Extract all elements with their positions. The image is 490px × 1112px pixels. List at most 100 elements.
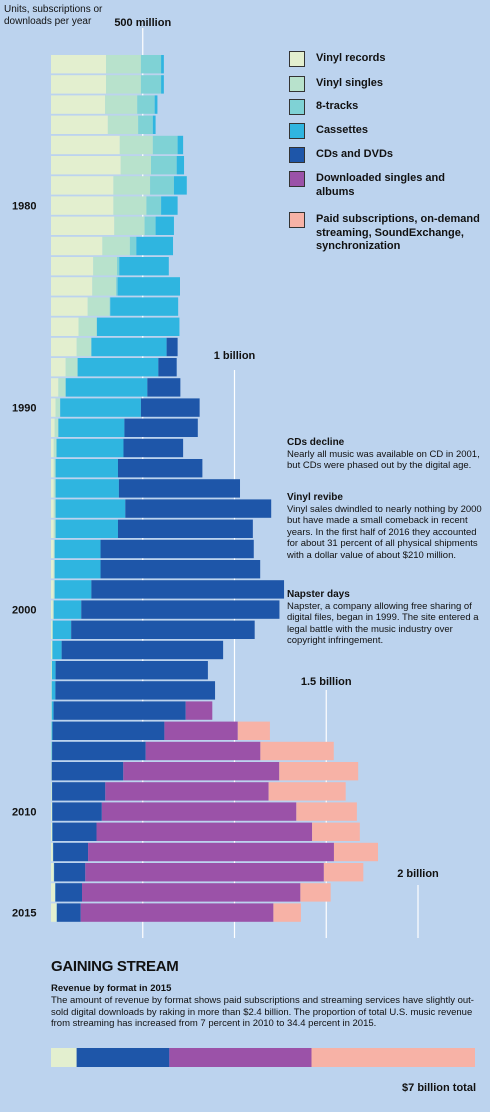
bar-segment-2012-6 — [333, 842, 378, 862]
bar-segment-1989-4 — [147, 378, 181, 397]
note-title: CDs decline — [287, 437, 345, 448]
bar-segment-1997-0 — [51, 539, 54, 559]
total-label-text: $7 billion total — [402, 1082, 476, 1094]
bar-segment-1982-0 — [51, 236, 103, 256]
year-labels: 1980 1990 2000 2010 2015 — [12, 201, 36, 920]
bar-segment-1981-1 — [114, 216, 145, 235]
bar-segment-2006-5 — [164, 721, 238, 740]
bar-segment-1978-2 — [151, 156, 177, 175]
bar-segment-2013-0 — [51, 863, 54, 882]
bar-segment-2001-0 — [51, 620, 52, 639]
bar-segment-2012-5 — [88, 842, 334, 862]
note-cds-decline: CDs decline Nearly all music was availab… — [287, 437, 483, 472]
legend-swatch — [289, 212, 305, 228]
note-vinyl-revibe: Vinyl revibe Vinyl sales dwindled to nea… — [287, 492, 483, 561]
bar-segment-1976-2 — [138, 115, 153, 134]
legend-swatch — [289, 147, 305, 163]
bar-segment-2000-0 — [51, 600, 53, 619]
bar-segment-1977-0 — [51, 135, 120, 155]
bar-segment-1973-0 — [51, 55, 107, 74]
bar-segment-1990-1 — [55, 398, 61, 417]
bar-segment-2003-4 — [55, 661, 208, 680]
gridline-label: 2 billion — [397, 868, 439, 880]
bar-segment-2000-3 — [53, 600, 82, 619]
bar-segment-1993-0 — [51, 459, 54, 478]
bar-segment-1984-2 — [116, 277, 118, 296]
bar-segment-2010-4 — [52, 802, 102, 821]
note-body: Vinyl sales dwindled to nearly nothing b… — [287, 503, 482, 561]
bar-segment-2001-1 — [51, 620, 53, 639]
note-napster-days: Napster days Napster, a company allowing… — [287, 589, 483, 647]
bar-segment-1984-1 — [92, 277, 117, 296]
gridline-label: 1.5 billion — [301, 676, 352, 688]
bar-segment-1985-3 — [110, 297, 179, 316]
bar-segment-1997-1 — [53, 539, 55, 559]
year-label: 2015 — [12, 908, 36, 920]
bar-segment-2006-6 — [237, 721, 270, 740]
bar-segment-1997-3 — [54, 539, 101, 559]
bar-segment-1998-1 — [53, 560, 55, 579]
revenue-segment-0 — [51, 1048, 77, 1067]
bar-segment-1975-3 — [154, 95, 158, 114]
bar-segment-2006-3 — [51, 721, 53, 740]
bar-segment-2009-6 — [268, 782, 346, 801]
bar-segment-1999-4 — [91, 580, 285, 599]
bar-segment-1983-1 — [93, 257, 118, 276]
bar-segment-2015-0 — [51, 903, 57, 922]
bar-segment-1988-1 — [65, 358, 78, 377]
bar-segment-2007-4 — [52, 741, 146, 761]
bar-segment-1976-3 — [152, 115, 156, 134]
note-title: Napster days — [287, 589, 350, 600]
year-label: 2010 — [12, 807, 36, 819]
bar-segment-1994-4 — [118, 479, 241, 498]
bar-segment-2000-1 — [52, 600, 54, 619]
bar-segment-2002-3 — [52, 640, 62, 660]
bar-segment-1981-3 — [155, 216, 174, 235]
legend-swatch — [289, 51, 305, 67]
bar-segment-1992-0 — [51, 438, 54, 458]
bar-segment-1978-3 — [176, 156, 185, 175]
bar-segment-1989-0 — [51, 378, 59, 397]
bar-segment-1984-3 — [117, 277, 181, 296]
bar-segment-2009-0 — [51, 782, 52, 801]
bar-segment-2007-5 — [145, 741, 261, 761]
section-subtitle: Revenue by format in 2015 — [51, 983, 172, 994]
bar-segment-1976-1 — [107, 115, 139, 134]
bar-segment-2014-5 — [82, 883, 301, 902]
bar-segment-1982-1 — [102, 236, 130, 256]
bar-segment-2011-0 — [51, 822, 53, 841]
legend-label: Vinyl singles — [316, 77, 384, 89]
bar-segment-1992-3 — [56, 438, 124, 458]
bar-segment-2014-0 — [51, 883, 56, 902]
revenue-segment-3 — [311, 1048, 475, 1067]
legend-swatch — [289, 99, 305, 115]
bar-segment-1991-1 — [54, 418, 59, 437]
bar-segment-2012-4 — [53, 842, 89, 862]
bar-segment-1981-0 — [51, 216, 115, 235]
bar-segment-1984-0 — [51, 277, 93, 296]
bar-segment-1974-0 — [51, 75, 107, 94]
bar-segment-1991-3 — [58, 418, 125, 437]
bar-segment-2015-5 — [80, 903, 274, 922]
bar-segment-1995-4 — [125, 499, 272, 518]
note-title: Vinyl revibe — [287, 492, 343, 503]
bar-segment-1990-3 — [60, 398, 141, 417]
bar-segment-1993-1 — [53, 459, 56, 478]
bar-segment-1985-1 — [87, 297, 110, 316]
bar-segment-2005-3 — [51, 701, 54, 720]
bar-segment-1990-0 — [51, 398, 56, 417]
bar-segment-1995-0 — [51, 499, 54, 518]
bar-segment-1999-3 — [54, 580, 92, 599]
bar-segment-2013-5 — [85, 863, 324, 882]
bar-segment-1974-1 — [106, 75, 141, 94]
bar-segment-2008-4 — [51, 762, 124, 781]
year-label: 1990 — [12, 403, 36, 415]
bar-segment-2013-4 — [54, 863, 86, 882]
bar-segment-1988-0 — [51, 358, 66, 377]
bar-segment-2009-5 — [105, 782, 269, 801]
bar-segment-1974-2 — [140, 75, 162, 94]
legend-swatch — [289, 76, 305, 92]
bar-segment-1996-0 — [51, 519, 54, 538]
bar-segment-2000-4 — [81, 600, 280, 619]
bar-segment-1973-3 — [161, 55, 164, 74]
